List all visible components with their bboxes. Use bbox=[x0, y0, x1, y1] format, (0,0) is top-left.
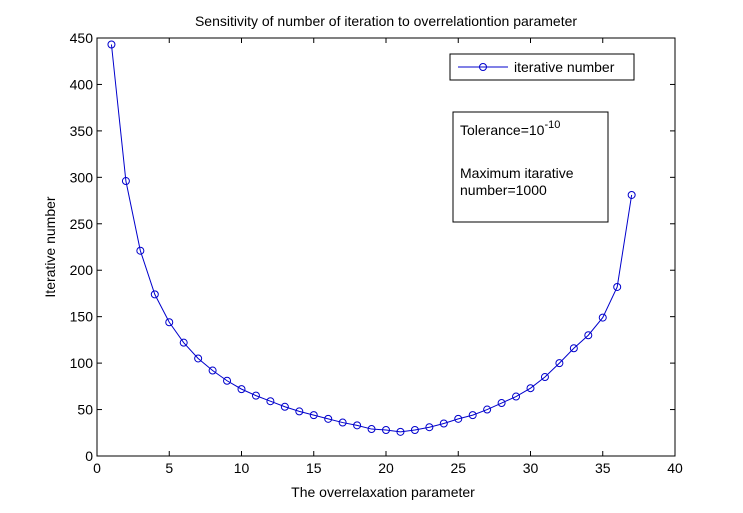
data-point bbox=[540, 373, 549, 382]
annotation-frame bbox=[452, 111, 609, 223]
data-point bbox=[526, 384, 535, 393]
x-tick-label: 10 bbox=[234, 460, 250, 476]
data-point bbox=[468, 411, 477, 420]
x-tick-label: 25 bbox=[450, 460, 466, 476]
data-point bbox=[136, 246, 145, 255]
data-point bbox=[439, 419, 448, 428]
annotation-box: Tolerance=10-10 Maximum itarative number… bbox=[452, 111, 609, 223]
data-point bbox=[165, 318, 174, 327]
x-tick-label: 0 bbox=[93, 460, 101, 476]
data-point bbox=[353, 421, 362, 430]
x-tick-label: 20 bbox=[378, 460, 394, 476]
data-point bbox=[483, 405, 492, 414]
y-tick-label: 0 bbox=[85, 448, 93, 464]
data-point bbox=[266, 397, 275, 406]
data-point bbox=[555, 359, 564, 368]
data-point bbox=[223, 376, 232, 385]
tolerance-exponent: -10 bbox=[544, 119, 560, 131]
y-tick-label: 150 bbox=[70, 309, 94, 325]
data-point bbox=[324, 414, 333, 423]
x-tick-label: 35 bbox=[595, 460, 611, 476]
chart-title: Sensitivity of number of iteration to ov… bbox=[195, 13, 577, 29]
data-point bbox=[382, 425, 390, 434]
data-point bbox=[396, 427, 405, 436]
y-tick-label: 250 bbox=[70, 216, 94, 232]
x-axis-title: The overrelaxation parameter bbox=[291, 484, 475, 500]
data-point bbox=[121, 177, 130, 186]
data-point bbox=[295, 407, 304, 416]
data-point bbox=[251, 391, 260, 400]
data-point bbox=[613, 282, 622, 291]
tolerance-label: Tolerance=10 bbox=[460, 122, 545, 138]
legend-marker-sample bbox=[479, 63, 487, 71]
data-point bbox=[309, 411, 318, 420]
tolerance-text: Tolerance=10-10 bbox=[460, 119, 560, 138]
data-point bbox=[280, 402, 289, 411]
x-tick-label: 40 bbox=[667, 460, 683, 476]
series-group bbox=[107, 40, 636, 436]
data-point bbox=[512, 392, 521, 401]
y-axis-ticks: 0 50 100 150 200 250 300 350 400 450 bbox=[70, 30, 675, 464]
x-axis-ticks: 0 5 10 15 20 25 30 35 40 bbox=[93, 38, 683, 476]
data-point bbox=[237, 385, 246, 394]
y-axis-title: Iterative number bbox=[42, 196, 58, 297]
data-point bbox=[454, 414, 463, 423]
data-point bbox=[627, 190, 636, 199]
y-tick-label: 350 bbox=[70, 123, 94, 139]
x-tick-label: 5 bbox=[165, 460, 173, 476]
data-point bbox=[150, 290, 159, 299]
data-point bbox=[410, 425, 419, 434]
data-point bbox=[208, 366, 217, 375]
data-point bbox=[179, 338, 188, 347]
series-line bbox=[110, 44, 633, 433]
y-tick-label: 450 bbox=[70, 30, 94, 46]
data-point bbox=[367, 425, 376, 434]
plot-area bbox=[96, 37, 676, 457]
y-tick-label: 100 bbox=[70, 355, 94, 371]
data-point bbox=[338, 418, 347, 427]
data-point bbox=[497, 399, 506, 408]
x-tick-label: 15 bbox=[306, 460, 322, 476]
y-tick-label: 400 bbox=[70, 76, 94, 92]
data-point bbox=[598, 313, 607, 322]
data-point bbox=[194, 354, 203, 363]
y-tick-label: 50 bbox=[77, 402, 93, 418]
max-iterations-line1: Maximum itarative bbox=[460, 165, 574, 181]
legend: iterative number bbox=[449, 53, 635, 81]
data-point bbox=[107, 40, 116, 49]
x-tick-label: 30 bbox=[523, 460, 539, 476]
data-point bbox=[569, 344, 578, 353]
legend-label: iterative number bbox=[514, 59, 615, 75]
data-point bbox=[425, 423, 434, 432]
y-tick-label: 200 bbox=[70, 262, 94, 278]
data-point bbox=[584, 331, 593, 340]
y-tick-label: 300 bbox=[70, 169, 94, 185]
max-iterations-line2: number=1000 bbox=[460, 182, 547, 198]
